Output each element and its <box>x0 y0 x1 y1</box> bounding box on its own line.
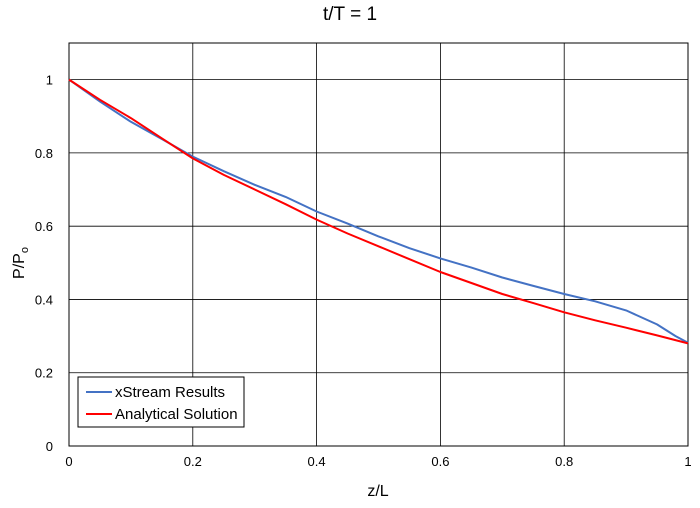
x-tick-label: 0.8 <box>555 454 573 469</box>
legend-label-analytical: Analytical Solution <box>115 406 238 423</box>
x-tick-label: 0 <box>65 454 72 469</box>
y-tick-label: 0 <box>46 439 53 454</box>
y-axis-label-main: P/P <box>11 253 28 279</box>
x-tick-label: 0.2 <box>184 454 202 469</box>
y-tick-label: 0.8 <box>35 146 53 161</box>
series-line-0 <box>68 78 689 344</box>
y-tick-label: 1 <box>46 73 53 88</box>
tick-labels: 0 0.2 0.4 0.6 0.8 1 0 0.2 0.4 0.6 0.8 1 <box>35 73 692 469</box>
y-tick-label: 0.6 <box>35 219 53 234</box>
legend-box <box>77 376 245 428</box>
x-tick-label: 0.4 <box>308 454 326 469</box>
plot-area-frame <box>68 42 689 447</box>
y-axis-label-subscript: o <box>19 247 31 253</box>
y-tick-label: 0.4 <box>35 292 53 307</box>
y-tick-label: 0.2 <box>35 366 53 381</box>
x-tick-label: 0.6 <box>431 454 449 469</box>
x-axis-label: z/L <box>367 483 388 500</box>
x-tick-label: 1 <box>684 454 691 469</box>
grid <box>68 43 689 447</box>
y-axis-label: P/Po <box>11 247 31 279</box>
series-line-1 <box>68 78 689 345</box>
legend-label-xstream: xStream Results <box>115 384 225 401</box>
series-lines <box>68 78 689 345</box>
chart-title: t/T = 1 <box>322 4 378 25</box>
legend: xStream Results Analytical Solution <box>77 376 245 428</box>
